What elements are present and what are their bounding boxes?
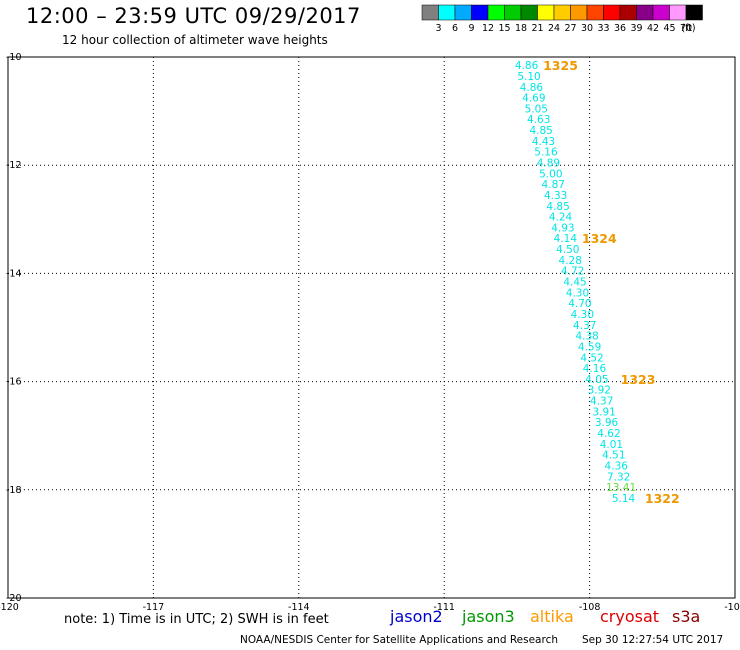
swh-label: 4.24 <box>549 212 573 224</box>
swh-label: 4.37 <box>590 396 613 408</box>
y-tick-label: -18 <box>6 485 22 496</box>
color-scale-legend: 3 6 9 12 15 18 21 24 27 30 33 36 39 42 45 70(ft) <box>421 4 703 34</box>
swh-label: 4.01 <box>600 439 623 451</box>
x-tick-label: -117 <box>143 602 165 613</box>
note-text: note: 1) Time is in UTC; 2) SWH is in fe… <box>64 612 329 627</box>
swh-label: 4.85 <box>529 125 552 137</box>
y-tick-label: -16 <box>6 377 22 388</box>
x-tick-label: -111 <box>433 602 455 613</box>
scale-unit: (ft) <box>681 23 695 34</box>
legend-s3a: s3a <box>672 607 701 626</box>
swh-label: 3.92 <box>588 385 611 397</box>
scale-label: 36 <box>614 23 626 34</box>
swh-label: 4.50 <box>556 244 579 256</box>
scale-label: 3 <box>435 23 441 34</box>
swh-label: 4.86 <box>520 82 544 94</box>
swh-label: 4.52 <box>580 352 603 364</box>
swh-label: 4.14 <box>554 233 578 245</box>
swh-label: 4.85 <box>546 201 569 213</box>
swh-label: 4.16 <box>583 363 607 375</box>
legend-altika: altika <box>530 607 574 626</box>
scale-label: 30 <box>581 23 593 34</box>
swh-label: 4.72 <box>561 266 584 278</box>
swh-label: 4.87 <box>542 179 565 191</box>
swh-label: 4.86 <box>515 60 539 72</box>
swh-label: 4.38 <box>575 331 598 343</box>
swh-label: 5.16 <box>534 147 558 159</box>
scale-label: 24 <box>548 23 560 34</box>
swh-label: 5.05 <box>525 103 548 115</box>
swh-label: 5.14 <box>612 493 636 505</box>
swh-label: 4.62 <box>597 428 620 440</box>
scale-label: 70 <box>680 23 692 34</box>
x-tick-label: -108 <box>579 602 601 613</box>
swh-label: 4.36 <box>605 460 629 472</box>
swh-label: 5.00 <box>539 168 562 180</box>
scale-label: 12 <box>482 23 494 34</box>
scale-label: 18 <box>515 23 527 34</box>
scale-label: 27 <box>564 23 576 34</box>
x-tick-label: -120 <box>0 602 19 613</box>
scale-swatch <box>685 4 703 21</box>
x-tick-label: -105 <box>724 602 740 613</box>
time-label: 1325 <box>543 58 578 73</box>
swh-label: 4.30 <box>566 287 589 299</box>
swh-label: 4.30 <box>571 309 594 321</box>
swh-label: 4.89 <box>537 157 560 169</box>
scale-label: 33 <box>597 23 609 34</box>
y-tick-label: -14 <box>6 268 22 279</box>
swh-label: 4.51 <box>602 450 625 462</box>
scale-label: 21 <box>531 23 543 34</box>
time-label: 1323 <box>621 372 656 387</box>
swh-label: 4.37 <box>573 320 596 332</box>
timestamp-text: Sep 30 12:27:54 UTC 2017 <box>582 634 724 646</box>
swh-label: 4.59 <box>578 341 601 353</box>
time-label: 1324 <box>582 231 617 246</box>
plot-frame <box>7 56 736 599</box>
chart-title: 12:00 – 23:59 UTC 09/29/2017 <box>26 4 361 28</box>
x-tick-label: -114 <box>288 602 310 613</box>
swh-label: 7.32 <box>607 471 630 483</box>
scale-label: 9 <box>468 23 474 34</box>
legend-jason3: jason3 <box>462 607 515 626</box>
swh-label: 4.33 <box>544 190 567 202</box>
swh-label: 4.69 <box>522 93 545 105</box>
scale-label: 39 <box>630 23 642 34</box>
swh-label: 4.63 <box>527 114 550 126</box>
scale-label: 6 <box>452 23 458 34</box>
time-label: 1322 <box>645 491 680 506</box>
swh-label: 4.93 <box>551 222 574 234</box>
y-tick-label: -12 <box>6 160 22 171</box>
swh-label: 4.05 <box>585 374 608 386</box>
legend-jason2: jason2 <box>390 607 443 626</box>
swh-label: 13.41 <box>606 482 636 494</box>
credit-text: NOAA/NESDIS Center for Satellite Applica… <box>240 634 558 646</box>
swh-label: 4.70 <box>568 298 591 310</box>
scale-label: 15 <box>498 23 510 34</box>
scale-label: 42 <box>647 23 659 34</box>
scale-label: 45 <box>663 23 675 34</box>
swh-label: 4.45 <box>563 277 586 289</box>
swh-label: 3.91 <box>592 406 615 418</box>
swh-label: 4.43 <box>532 136 555 148</box>
swh-label: 3.96 <box>595 417 619 429</box>
legend-cryosat: cryosat <box>600 607 660 626</box>
swh-label: 4.28 <box>559 255 582 267</box>
swh-label: 5.10 <box>517 71 540 83</box>
chart-subtitle: 12 hour collection of altimeter wave hei… <box>62 33 328 47</box>
